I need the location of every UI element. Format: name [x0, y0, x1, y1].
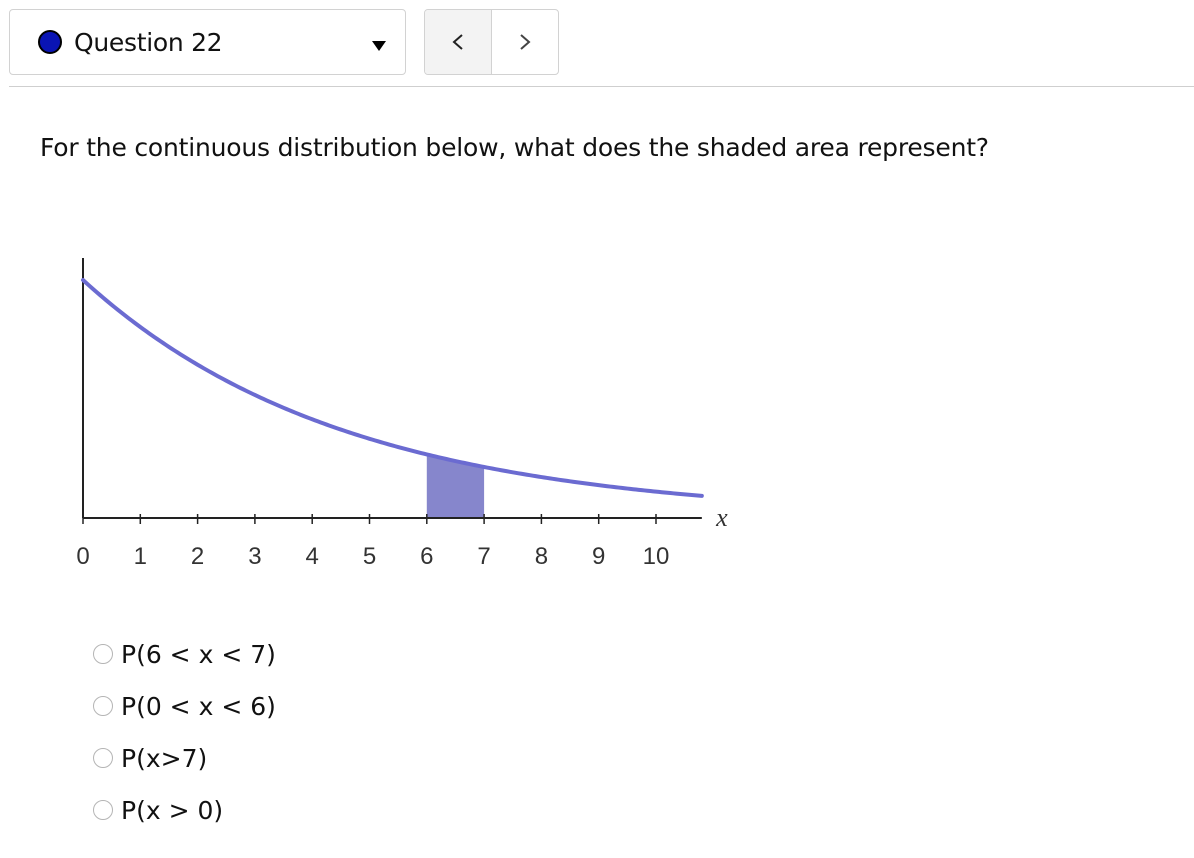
answer-label: P(6 < x < 7): [121, 639, 276, 669]
x-tick-label: 10: [643, 543, 670, 570]
answer-label: P(x>7): [121, 743, 208, 773]
x-tick-label: 2: [191, 543, 204, 570]
chevron-right-icon: [520, 34, 531, 50]
answer-option-2[interactable]: P(0 < x < 6): [90, 680, 276, 732]
question-nav-buttons: [424, 9, 559, 75]
answer-option-4[interactable]: P(x > 0): [90, 784, 276, 836]
x-tick-label: 0: [76, 543, 89, 570]
x-tick-label: 8: [535, 543, 548, 570]
answer-label: P(0 < x < 6): [121, 691, 276, 721]
x-tick-label: 1: [134, 543, 147, 570]
x-tick-label: 6: [420, 543, 433, 570]
x-tick-label: 4: [306, 543, 319, 570]
distribution-chart: 0 1 2 3 4 5 6 7 8 9 10 x: [76, 258, 728, 570]
x-tick-label: 7: [477, 543, 490, 570]
question-select-dropdown[interactable]: Question 22: [9, 9, 406, 75]
radio-button[interactable]: [93, 644, 113, 664]
question-prompt: For the continuous distribution below, w…: [40, 133, 989, 162]
header-divider: [9, 86, 1194, 87]
x-axis-label: x: [715, 503, 728, 532]
chevron-left-icon: [452, 34, 463, 50]
question-status-dot: [38, 30, 62, 54]
answer-option-3[interactable]: P(x>7): [90, 732, 276, 784]
x-tick-label: 5: [363, 543, 376, 570]
radio-button[interactable]: [93, 696, 113, 716]
caret-down-icon: [372, 41, 386, 51]
answer-label: P(x > 0): [121, 795, 224, 825]
next-question-button[interactable]: [492, 10, 558, 74]
radio-button[interactable]: [93, 748, 113, 768]
previous-question-button[interactable]: [425, 10, 492, 74]
answer-options: P(6 < x < 7) P(0 < x < 6) P(x>7) P(x > 0…: [90, 628, 276, 836]
x-tick-label: 9: [592, 543, 605, 570]
question-label: Question 22: [74, 27, 223, 57]
x-tick-label: 3: [248, 543, 261, 570]
shaded-area: [426, 454, 485, 518]
radio-button[interactable]: [93, 800, 113, 820]
answer-option-1[interactable]: P(6 < x < 7): [90, 628, 276, 680]
density-curve: [81, 278, 704, 498]
